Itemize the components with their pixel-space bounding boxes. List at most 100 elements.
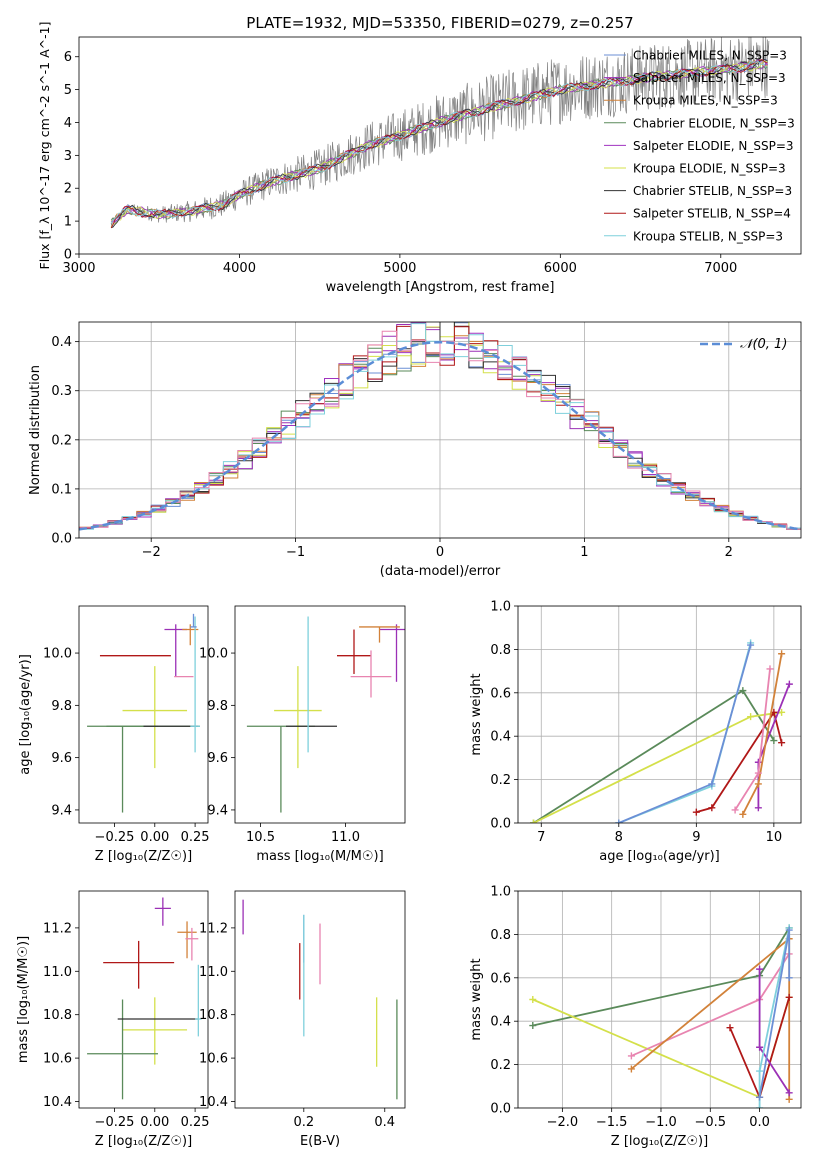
y-tick-label: 1 [64, 215, 72, 230]
legend-entry: Kroupa STELIB, N_SSP=3 [633, 229, 783, 243]
weight-marker [785, 1089, 793, 1097]
weight-marker [708, 804, 716, 812]
x-tick-label: −1.0 [645, 1115, 677, 1130]
x-axis-label: age [log₁₀(age/yr)] [599, 849, 720, 864]
chart-age-vs-Z: −0.25 0.00 0.25 9.4 9.6 9.8 10.0 Z [log₁₀(Z/Z☉)… [18, 605, 210, 864]
normal-curve [79, 340, 801, 531]
y-tick-label: 9.4 [207, 803, 228, 818]
y-tick-label: 0.2 [490, 773, 511, 788]
weight-marker [747, 713, 755, 721]
y-tick-label: 10.4 [199, 1095, 228, 1110]
weight-marker [756, 1067, 764, 1075]
weight-marker [770, 737, 778, 745]
x-tick-label: −1.5 [596, 1115, 628, 1130]
x-tick-label: 3000 [62, 261, 95, 276]
plot-area [87, 897, 202, 1100]
x-tick-label: 0.00 [140, 830, 169, 845]
weight-marker [615, 819, 623, 823]
y-tick-label: 1.0 [490, 885, 511, 900]
y-tick-label: 0.4 [490, 1015, 511, 1030]
x-tick-label: 0.25 [181, 830, 210, 845]
weight-marker [785, 993, 793, 1001]
weight-marker [731, 806, 739, 814]
chart-massweight-vs-Z: −2.0 −1.5 −1.0 −0.5 0.0 0.0 0.2 0.4 0.6 0.8 1.0 Z [… [469, 885, 802, 1149]
weight-marker [754, 804, 762, 812]
x-tick-label: 0.4 [374, 1115, 395, 1130]
weight-marker [785, 1095, 793, 1103]
plot-area [518, 606, 801, 823]
y-tick-label: 10.8 [199, 1008, 228, 1023]
legend-entry: Kroupa ELODIE, N_SSP=3 [633, 162, 786, 176]
x-tick-label: −0.25 [95, 1115, 135, 1130]
axes-frame [517, 605, 802, 824]
x-axis-label: mass [log₁₀(M/M☉)] [256, 849, 383, 864]
chart-mass-vs-EBV: 0.2 0.4 10.4 10.6 10.8 11.0 11.2 E(B-V) [199, 890, 406, 1149]
weight-marker [754, 780, 762, 788]
legend-entry: Chabrier STELIB, N_SSP=3 [633, 184, 792, 198]
y-tick-label: 3 [64, 149, 72, 164]
x-tick-label: 9 [692, 830, 700, 845]
model-line-4 [110, 61, 768, 223]
y-tick-label: 0.2 [51, 433, 72, 448]
y-axis-label: mass weight [469, 958, 484, 1040]
x-tick-label: 6000 [544, 261, 577, 276]
legend-entry: Salpeter MILES, N_SSP=3 [633, 71, 786, 85]
x-tick-label: 0.0 [749, 1115, 770, 1130]
x-tick-label: −0.25 [95, 830, 135, 845]
axes-frame [78, 36, 802, 255]
y-tick-label: 4 [64, 116, 72, 131]
x-tick-label: −0.5 [694, 1115, 726, 1130]
histogram-series-6 [79, 322, 801, 530]
plot-area [246, 616, 405, 813]
y-tick-label: 9.6 [51, 751, 72, 766]
weight-marker [739, 687, 747, 695]
chart-title: PLATE=1932, MJD=53350, FIBERID=0279, z=0… [246, 14, 633, 32]
weight-marker [754, 769, 762, 777]
y-tick-label: 10.6 [199, 1052, 228, 1067]
y-tick-label: 11.2 [43, 921, 72, 936]
legend-entry: Chabrier MILES, N_SSP=3 [633, 49, 787, 63]
y-tick-label: 10.0 [199, 647, 228, 662]
y-tick-label: 2 [64, 182, 72, 197]
legend-entry: Chabrier ELODIE, N_SSP=3 [633, 116, 795, 130]
weight-marker [726, 1024, 734, 1032]
x-tick-label: 4000 [223, 261, 256, 276]
y-tick-label: 11.2 [199, 921, 228, 936]
y-axis-label: Normed distribution [28, 365, 43, 495]
y-tick-label: 0 [64, 248, 72, 263]
plot-area [87, 613, 200, 813]
axes-frame [78, 321, 802, 539]
chart-mass-vs-Z: −0.25 0.00 0.25 10.4 10.6 10.8 11.0 11.2 Z [log₁… [16, 890, 210, 1149]
x-tick-label: 10 [766, 830, 783, 845]
weight-marker [778, 650, 786, 658]
weight-marker [778, 708, 786, 716]
legend-entry: 𝒩(0, 1) [740, 337, 787, 352]
weight-marker [530, 819, 538, 823]
legend-entry: Salpeter ELODIE, N_SSP=3 [633, 139, 794, 153]
chart-massweight-vs-age: 7 8 9 10 0.0 0.2 0.4 0.6 0.8 1.0 age [log₁₀(age/yr… [469, 600, 802, 864]
weight-series-4 [696, 710, 783, 813]
y-tick-label: 0.6 [490, 971, 511, 986]
weight-marker [708, 780, 716, 788]
y-axis-label: mass weight [469, 673, 484, 755]
y-tick-label: 0.6 [490, 686, 511, 701]
axes-frame [234, 605, 406, 824]
y-tick-label: 9.8 [51, 699, 72, 714]
model-line-8 [110, 60, 768, 224]
y-tick-label: 11.0 [199, 965, 228, 980]
y-tick-label: 10.8 [43, 1008, 72, 1023]
weight-marker [692, 808, 700, 816]
legend-entry: Kroupa MILES, N_SSP=3 [633, 94, 778, 108]
axes-frame [78, 890, 209, 1109]
y-tick-label: 6 [64, 50, 72, 65]
x-tick-label: −1 [286, 545, 305, 560]
axes-frame [78, 605, 209, 824]
x-tick-label: 0.2 [293, 1115, 314, 1130]
x-axis-label: (data-model)/error [380, 564, 501, 579]
x-tick-label: −2 [142, 545, 161, 560]
y-tick-label: 0.1 [51, 482, 72, 497]
axes-frame [234, 890, 406, 1109]
plot-area [242, 899, 398, 1100]
x-axis-label: Z [log₁₀(Z/Z☉)] [611, 1134, 708, 1149]
